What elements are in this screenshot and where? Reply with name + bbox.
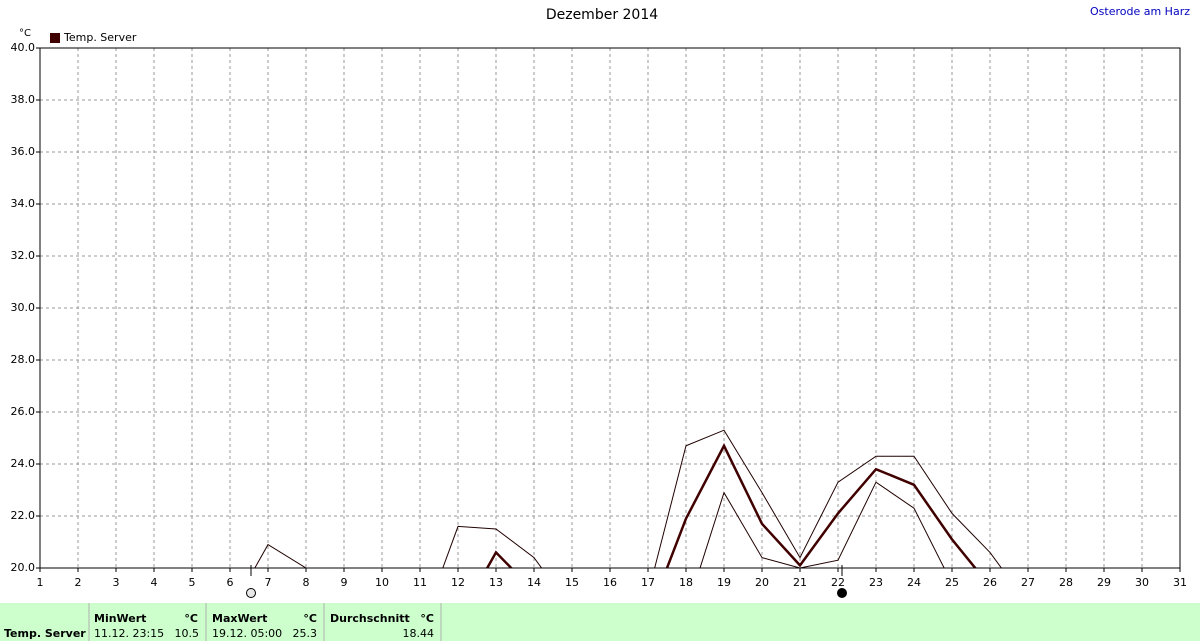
y-tick-label: 32.0 <box>11 249 36 262</box>
x-tick-label: 9 <box>341 576 348 589</box>
x-tick-label: 12 <box>451 576 465 589</box>
location: Osterode am Harz <box>1090 5 1190 18</box>
x-tick-label: 13 <box>489 576 503 589</box>
y-tick-label: 38.0 <box>11 93 36 106</box>
y-tick-label: 34.0 <box>11 197 36 210</box>
stats-time: 11.12. 23:15 <box>94 627 164 640</box>
stats-time: 19.12. 05:00 <box>212 627 282 640</box>
stats-panel <box>0 603 1200 641</box>
y-tick-label: 26.0 <box>11 405 36 418</box>
stats-value: 10.5 <box>175 627 200 640</box>
x-tick-label: 30 <box>1135 576 1149 589</box>
x-tick-label: 25 <box>945 576 959 589</box>
moon-new <box>837 588 847 598</box>
legend-swatch <box>50 33 60 43</box>
x-tick-label: 20 <box>755 576 769 589</box>
y-unit: °C <box>19 28 31 39</box>
stats-header: MinWert <box>94 612 146 625</box>
stats-header: Durchschnitt <box>330 612 410 625</box>
y-tick-label: 28.0 <box>11 353 36 366</box>
stats-value: 25.3 <box>293 627 318 640</box>
axes: 20.0 22.0 24.0 26.0 28.0 30.0 32.0 34.0 36.0 38.0… <box>11 41 1188 589</box>
x-tick-label: 17 <box>641 576 655 589</box>
x-tick-label: 18 <box>679 576 693 589</box>
x-tick-label: 19 <box>717 576 731 589</box>
x-tick-label: 28 <box>1059 576 1073 589</box>
x-tick-label: 5 <box>189 576 196 589</box>
chart-title: Dezember 2014 <box>546 7 658 23</box>
plot-area <box>254 429 1003 568</box>
series-line <box>485 443 977 568</box>
y-tick-label: 36.0 <box>11 145 36 158</box>
x-tick-label: 11 <box>413 576 427 589</box>
stats-row-label: Temp. Server <box>4 627 86 640</box>
x-tick-label: 7 <box>265 576 272 589</box>
series-line <box>254 429 1003 568</box>
y-tick-label: 20.0 <box>11 561 36 574</box>
x-tick-label: 16 <box>603 576 617 589</box>
series-line <box>699 481 945 568</box>
x-tick-label: 6 <box>227 576 234 589</box>
y-tick-label: 30.0 <box>11 301 36 314</box>
moon-full <box>246 588 256 598</box>
y-tick-label: 24.0 <box>11 457 36 470</box>
x-tick-label: 8 <box>303 576 310 589</box>
legend: Temp. Server <box>50 31 137 44</box>
x-tick-label: 3 <box>113 576 120 589</box>
x-tick-label: 2 <box>75 576 82 589</box>
legend-label: Temp. Server <box>63 31 137 44</box>
x-tick-label: 22 <box>831 576 845 589</box>
stats-header: MaxWert <box>212 612 267 625</box>
x-tick-label: 24 <box>907 576 921 589</box>
y-tick-label: 22.0 <box>11 509 36 522</box>
x-tick-label: 29 <box>1097 576 1111 589</box>
x-tick-label: 31 <box>1173 576 1187 589</box>
x-tick-label: 10 <box>375 576 389 589</box>
stats-unit: °C <box>184 612 198 625</box>
x-tick-label: 4 <box>151 576 158 589</box>
x-tick-label: 15 <box>565 576 579 589</box>
stats-unit: °C <box>303 612 317 625</box>
stats-value: 18.44 <box>403 627 435 640</box>
x-tick-label: 1 <box>37 576 44 589</box>
stats-unit: °C <box>420 612 434 625</box>
x-tick-label: 26 <box>983 576 997 589</box>
x-tick-label: 27 <box>1021 576 1035 589</box>
x-tick-label: 14 <box>527 576 541 589</box>
x-tick-label: 23 <box>869 576 883 589</box>
y-tick-label: 40.0 <box>11 41 36 54</box>
x-tick-label: 21 <box>793 576 807 589</box>
